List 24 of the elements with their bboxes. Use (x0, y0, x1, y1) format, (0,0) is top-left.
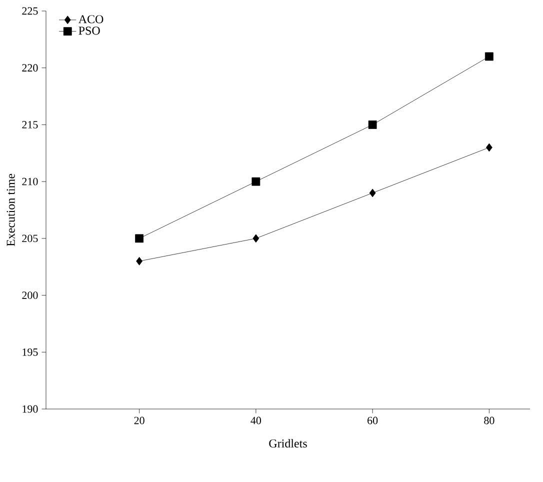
legend-label: PSO (78, 26, 100, 35)
point (369, 188, 376, 198)
legend-label: ACO (78, 15, 104, 24)
y-tick-label: 200 (22, 292, 38, 299)
y-tick-label: 195 (22, 348, 38, 356)
x-tick-label: 80 (484, 416, 494, 424)
y-tick-label: 190 (22, 405, 38, 413)
point (484, 52, 494, 61)
point (486, 143, 492, 152)
y-tick-label: 215 (22, 121, 38, 128)
y-axis-title: Execution time (6, 174, 15, 246)
point (252, 234, 260, 243)
point (136, 256, 142, 266)
x-tick-label: 40 (250, 416, 262, 424)
x-tick-label: 60 (368, 416, 378, 424)
point (368, 120, 377, 129)
point (252, 177, 260, 186)
x-axis-title: Gridlets (269, 439, 307, 448)
x-tick-label: 20 (134, 416, 144, 424)
y-tick-label: 210 (22, 178, 38, 186)
y-tick-label: 205 (22, 234, 38, 242)
y-tick-label: 220 (22, 64, 38, 72)
point (135, 234, 144, 243)
y-tick-label: 225 (22, 7, 38, 15)
